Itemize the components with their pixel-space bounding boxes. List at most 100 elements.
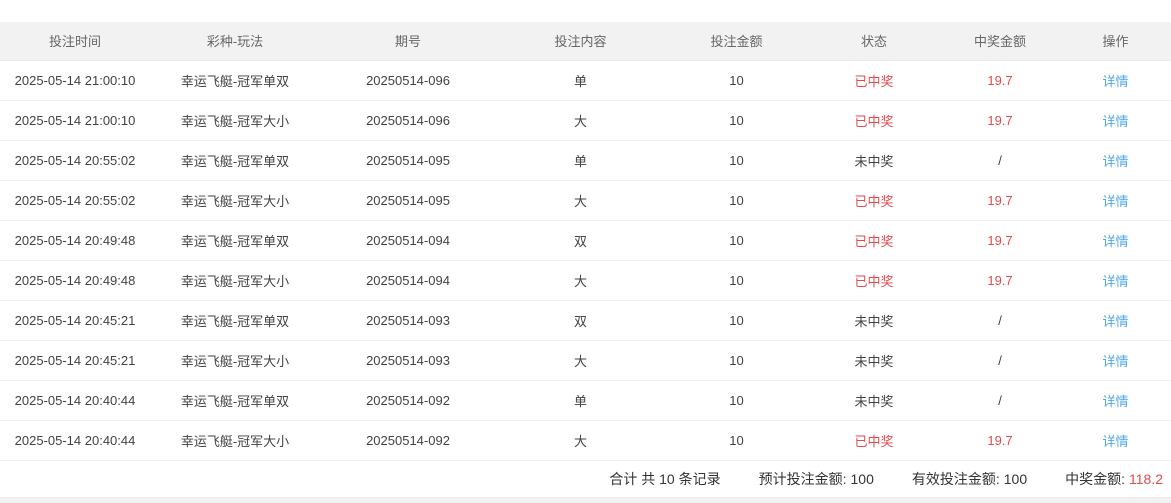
detail-link[interactable]: 详情 xyxy=(1102,273,1129,289)
table-row: 2025-05-14 20:40:44 幸运飞艇-冠军大小 20250514-0… xyxy=(0,420,1171,460)
col-header-bet-time: 投注时间 xyxy=(0,22,150,61)
period-cell: 20250514-093 xyxy=(366,312,450,328)
game-play-cell: 幸运飞艇-冠军单双 xyxy=(180,313,290,329)
bet-time-cell: 2025-05-14 20:40:44 xyxy=(14,432,136,448)
table-row: 2025-05-14 21:00:10 幸运飞艇-冠军大小 20250514-0… xyxy=(0,100,1171,140)
prize-cell: / xyxy=(940,380,1060,420)
prize-cell: / xyxy=(940,300,1060,340)
table-row: 2025-05-14 20:45:21 幸运飞艇-冠军单双 20250514-0… xyxy=(0,300,1171,340)
period-cell: 20250514-096 xyxy=(366,72,450,88)
game-play-cell: 幸运飞艇-冠军单双 xyxy=(180,393,290,409)
status-badge: 已中奖 xyxy=(854,193,894,209)
status-badge: 已中奖 xyxy=(854,233,894,249)
detail-link[interactable]: 详情 xyxy=(1102,313,1129,329)
bet-time-cell: 2025-05-14 21:00:10 xyxy=(14,72,136,88)
action-cell: 详情 xyxy=(1060,140,1171,180)
table-row: 2025-05-14 20:40:44 幸运飞艇-冠军单双 20250514-0… xyxy=(0,380,1171,420)
prize-cell: 19.7 xyxy=(940,100,1060,140)
col-header-game-play: 彩种-玩法 xyxy=(150,22,320,61)
bet-content-cell: 双 xyxy=(573,313,587,329)
prize-cell: / xyxy=(940,140,1060,180)
detail-link[interactable]: 详情 xyxy=(1102,153,1129,169)
col-header-prize: 中奖金额 xyxy=(940,22,1060,61)
period-cell: 20250514-095 xyxy=(366,192,450,208)
summary-valid-bet-amount: 有效投注金额: 100 xyxy=(912,469,1027,489)
bet-amount-cell: 10 xyxy=(729,192,744,208)
period-cell: 20250514-094 xyxy=(366,232,450,248)
prize-cell: 19.7 xyxy=(940,220,1060,260)
bottom-strip xyxy=(0,497,1171,503)
bet-amount-cell: 10 xyxy=(729,112,744,128)
status-cell: 已中奖 xyxy=(808,100,940,140)
action-cell: 详情 xyxy=(1060,260,1171,300)
detail-link[interactable]: 详情 xyxy=(1102,193,1129,209)
detail-link[interactable]: 详情 xyxy=(1102,353,1129,369)
period-cell: 20250514-095 xyxy=(366,152,450,168)
summary-expected-value: 100 xyxy=(850,470,874,487)
action-cell: 详情 xyxy=(1060,60,1171,100)
status-badge: 未中奖 xyxy=(854,393,894,409)
status-cell: 未中奖 xyxy=(808,140,940,180)
col-header-status: 状态 xyxy=(808,22,940,61)
bet-time-cell: 2025-05-14 20:55:02 xyxy=(14,152,136,168)
prize-cell: 19.7 xyxy=(940,180,1060,220)
action-cell: 详情 xyxy=(1060,100,1171,140)
summary-total-records: 合计 共 10 条记录 xyxy=(609,470,721,487)
detail-link[interactable]: 详情 xyxy=(1102,233,1129,249)
bet-time-cell: 2025-05-14 20:45:21 xyxy=(14,352,136,368)
bet-time-cell: 2025-05-14 21:00:10 xyxy=(14,112,136,128)
status-cell: 未中奖 xyxy=(808,380,940,420)
table-row: 2025-05-14 20:55:02 幸运飞艇-冠军单双 20250514-0… xyxy=(0,140,1171,180)
action-cell: 详情 xyxy=(1060,420,1171,460)
prize-cell: 19.7 xyxy=(940,420,1060,460)
status-badge: 未中奖 xyxy=(854,313,894,329)
status-badge: 未中奖 xyxy=(854,153,894,169)
bet-time-cell: 2025-05-14 20:40:44 xyxy=(14,392,136,408)
prize-cell: / xyxy=(940,340,1060,380)
prize-cell: 19.7 xyxy=(940,60,1060,100)
game-play-cell: 幸运飞艇-冠军单双 xyxy=(180,153,290,169)
game-play-cell: 幸运飞艇-冠军大小 xyxy=(180,433,290,449)
action-cell: 详情 xyxy=(1060,300,1171,340)
bet-time-cell: 2025-05-14 20:55:02 xyxy=(14,192,136,208)
detail-link[interactable]: 详情 xyxy=(1102,73,1129,89)
table-row: 2025-05-14 20:49:48 幸运飞艇-冠军大小 20250514-0… xyxy=(0,260,1171,300)
game-play-cell: 幸运飞艇-冠军单双 xyxy=(180,233,290,249)
summary-bar: 合计 共 10 条记录 预计投注金额: 100 有效投注金额: 100 中奖金额: 1… xyxy=(0,460,1171,498)
prize-amount: / xyxy=(998,392,1002,408)
status-badge: 未中奖 xyxy=(854,353,894,369)
col-header-bet-amount: 投注金额 xyxy=(665,22,808,61)
table-header: 投注时间 彩种-玩法 期号 投注内容 投注金额 状态 中奖金额 操作 xyxy=(0,22,1171,61)
top-spacer xyxy=(0,0,1171,22)
status-badge: 已中奖 xyxy=(854,273,894,289)
period-cell: 20250514-093 xyxy=(366,352,450,368)
prize-amount: 19.7 xyxy=(987,432,1013,448)
game-play-cell: 幸运飞艇-冠军大小 xyxy=(180,273,290,289)
col-header-action: 操作 xyxy=(1060,22,1171,61)
detail-link[interactable]: 详情 xyxy=(1102,113,1129,129)
bet-content-cell: 单 xyxy=(573,73,587,89)
status-cell: 已中奖 xyxy=(808,60,940,100)
status-cell: 已中奖 xyxy=(808,220,940,260)
bet-content-cell: 大 xyxy=(573,433,587,449)
prize-amount: / xyxy=(998,352,1002,368)
status-badge: 已中奖 xyxy=(854,113,894,129)
status-cell: 未中奖 xyxy=(808,340,940,380)
bet-amount-cell: 10 xyxy=(729,152,744,168)
game-play-cell: 幸运飞艇-冠军大小 xyxy=(180,113,290,129)
status-cell: 已中奖 xyxy=(808,180,940,220)
summary-valid-value: 100 xyxy=(1003,470,1028,487)
bet-content-cell: 双 xyxy=(573,233,587,249)
period-cell: 20250514-092 xyxy=(366,432,450,448)
bet-time-cell: 2025-05-14 20:49:48 xyxy=(14,232,136,248)
bet-amount-cell: 10 xyxy=(729,72,744,88)
prize-amount: 19.7 xyxy=(987,192,1013,208)
bet-content-cell: 大 xyxy=(573,273,587,289)
prize-amount: 19.7 xyxy=(987,272,1013,288)
detail-link[interactable]: 详情 xyxy=(1102,393,1129,409)
table-row: 2025-05-14 20:49:48 幸运飞艇-冠军单双 20250514-0… xyxy=(0,220,1171,260)
detail-link[interactable]: 详情 xyxy=(1102,433,1129,449)
prize-amount: / xyxy=(998,312,1002,328)
period-cell: 20250514-094 xyxy=(366,272,450,288)
summary-expected-label: 预计投注金额: xyxy=(758,470,847,487)
